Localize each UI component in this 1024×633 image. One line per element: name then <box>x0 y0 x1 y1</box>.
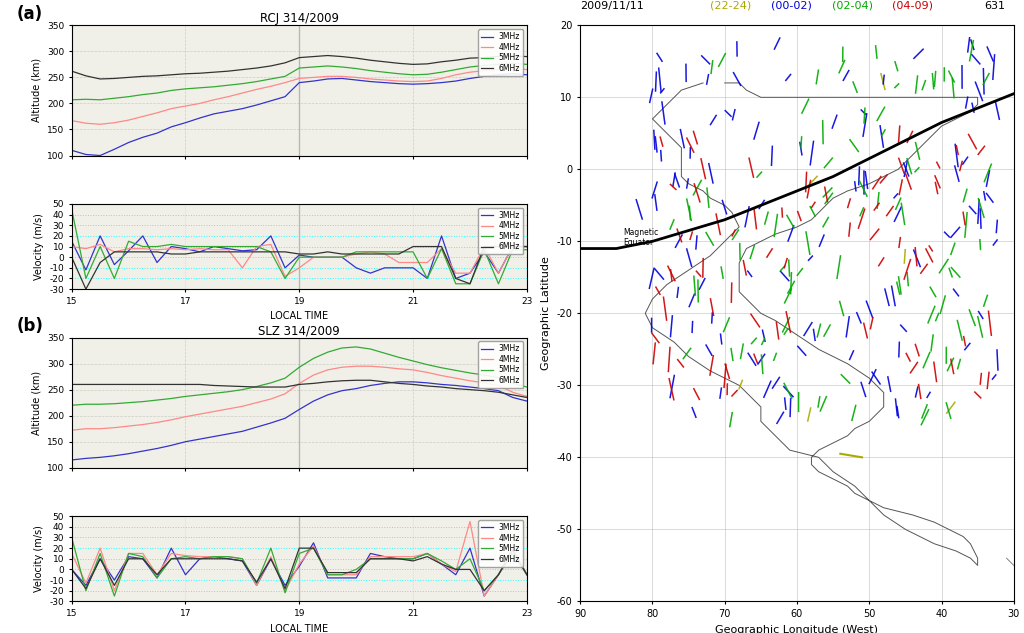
X-axis label: LOCAL TIME: LOCAL TIME <box>270 624 329 633</box>
Text: 631: 631 <box>984 1 1006 11</box>
Text: (02-04): (02-04) <box>831 1 872 11</box>
Y-axis label: Velocity (m/s): Velocity (m/s) <box>34 525 44 592</box>
Text: (c): (c) <box>547 0 571 3</box>
Y-axis label: Altitude (km): Altitude (km) <box>32 370 41 435</box>
X-axis label: Geographic Longitude (West): Geographic Longitude (West) <box>716 625 879 633</box>
Legend: 3MHz, 4MHz, 5MHz, 6MHz: 3MHz, 4MHz, 5MHz, 6MHz <box>478 341 523 388</box>
Title: SLZ 314/2009: SLZ 314/2009 <box>258 325 340 337</box>
Text: Magnetic
Equator: Magnetic Equator <box>624 227 658 247</box>
Title: RCJ 314/2009: RCJ 314/2009 <box>260 12 339 25</box>
Legend: 3MHz, 4MHz, 5MHz, 6MHz: 3MHz, 4MHz, 5MHz, 6MHz <box>478 208 523 254</box>
X-axis label: LOCAL TIME: LOCAL TIME <box>270 311 329 322</box>
Text: (b): (b) <box>17 317 44 335</box>
Y-axis label: Velocity (m/s): Velocity (m/s) <box>34 213 44 280</box>
Legend: 3MHz, 4MHz, 5MHz, 6MHz: 3MHz, 4MHz, 5MHz, 6MHz <box>478 520 523 567</box>
Text: 2009/11/11: 2009/11/11 <box>581 1 644 11</box>
Y-axis label: Altitude (km): Altitude (km) <box>32 58 41 122</box>
Legend: 3MHz, 4MHz, 5MHz, 6MHz: 3MHz, 4MHz, 5MHz, 6MHz <box>478 29 523 76</box>
Y-axis label: Geographic Latitude: Geographic Latitude <box>541 256 551 370</box>
Text: (a): (a) <box>17 4 43 23</box>
Text: (22-24): (22-24) <box>711 1 752 11</box>
Text: (00-02): (00-02) <box>771 1 812 11</box>
Text: (04-09): (04-09) <box>892 1 933 11</box>
